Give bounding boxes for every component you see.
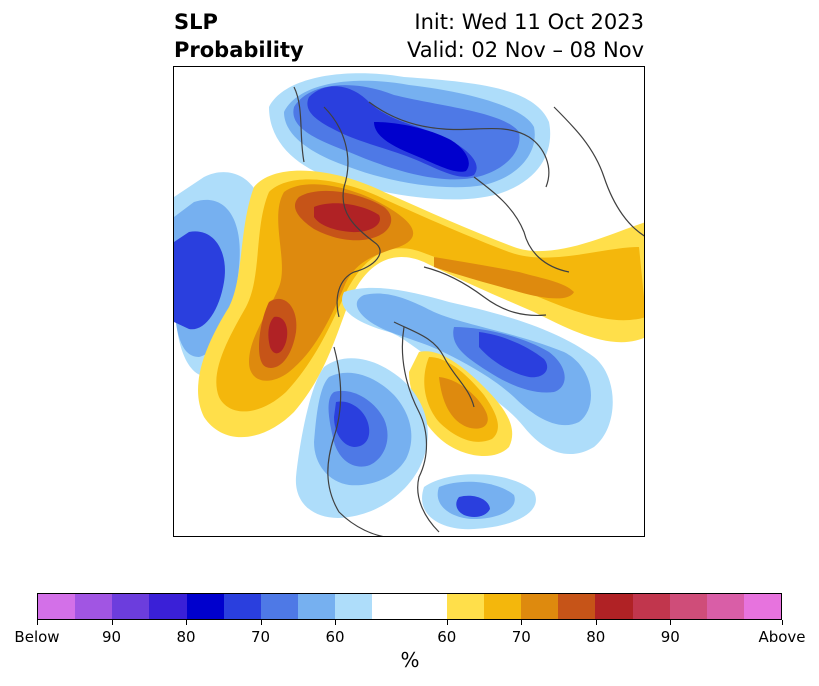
colorbar-swatch [558,594,596,619]
colorbar-tickmark [446,620,448,625]
colorbar-tick-label: 70 [511,628,531,646]
colorbar-tick-label: 80 [586,628,606,646]
title-block-left: SLP Probability [174,8,304,64]
colorbar-tick-label: 70 [250,628,271,646]
valid-range: Valid: 02 Nov – 08 Nov [407,38,644,62]
colorbar-swatch [409,594,447,619]
below-75-region-namerica [334,401,370,447]
variable-subtitle: Probability [174,38,304,62]
colorbar-swatch [706,594,744,619]
below-80-region-north [374,122,469,172]
coastlines [293,86,644,536]
colorbar-swatch [595,594,633,619]
colorbar-swatch [38,594,76,619]
colorbar-swatch [112,594,150,619]
colorbar-tickmark [670,620,672,625]
colorbar-swatch [298,594,336,619]
colorbar-tick-label: 90 [101,628,122,646]
above-80-region-ridge [314,203,380,233]
above-70-region-atlantic [439,377,488,429]
colorbar-swatch [75,594,113,619]
colorbar-swatch [483,594,522,619]
colorbar-swatch [521,594,559,619]
colorbar-tick-label: Above [758,628,806,646]
colorbar-tickmark [521,620,523,625]
colorbar-tickmark [595,620,597,625]
colorbar-tickmark [37,620,38,625]
colorbar-swatch [446,594,484,619]
colorbar [37,593,782,620]
title-block-right: Init: Wed 11 Oct 2023 Valid: 02 Nov – 08… [407,8,644,64]
variable-title: SLP [174,10,218,34]
colorbar-tickmark [186,620,187,625]
below-75-region-west [174,231,225,330]
colorbar-swatch [260,594,299,619]
map-svg [174,73,644,536]
colorbar-swatch [669,594,707,619]
colorbar-tick-label: 80 [176,628,196,646]
colorbar-swatch [632,594,670,619]
below-75-region-central [479,332,548,378]
map-panel [173,66,645,537]
colorbar-swatch [335,594,373,619]
below-75-region-southeast [456,495,490,517]
colorbar-swatch [372,594,410,619]
above-70-region-eurasia [434,257,574,299]
colorbar-swatch [743,594,782,619]
colorbar-swatch [223,594,261,619]
above-80-region-westcoast [268,316,288,354]
colorbar-swatch [186,594,224,619]
colorbar-tick-label: 60 [325,628,345,646]
colorbar-tick-label: 90 [660,628,680,646]
init-date: Init: Wed 11 Oct 2023 [414,10,644,34]
colorbar-swatch [149,594,187,619]
colorbar-tick-label: Below [14,628,60,646]
colorbar-tick-label: 60 [437,628,457,646]
colorbar-label: % [400,648,420,672]
colorbar-tickmark [782,620,783,625]
colorbar-tickmark [111,620,113,625]
colorbar-tickmark [260,620,262,625]
colorbar-tickmark [335,620,336,625]
